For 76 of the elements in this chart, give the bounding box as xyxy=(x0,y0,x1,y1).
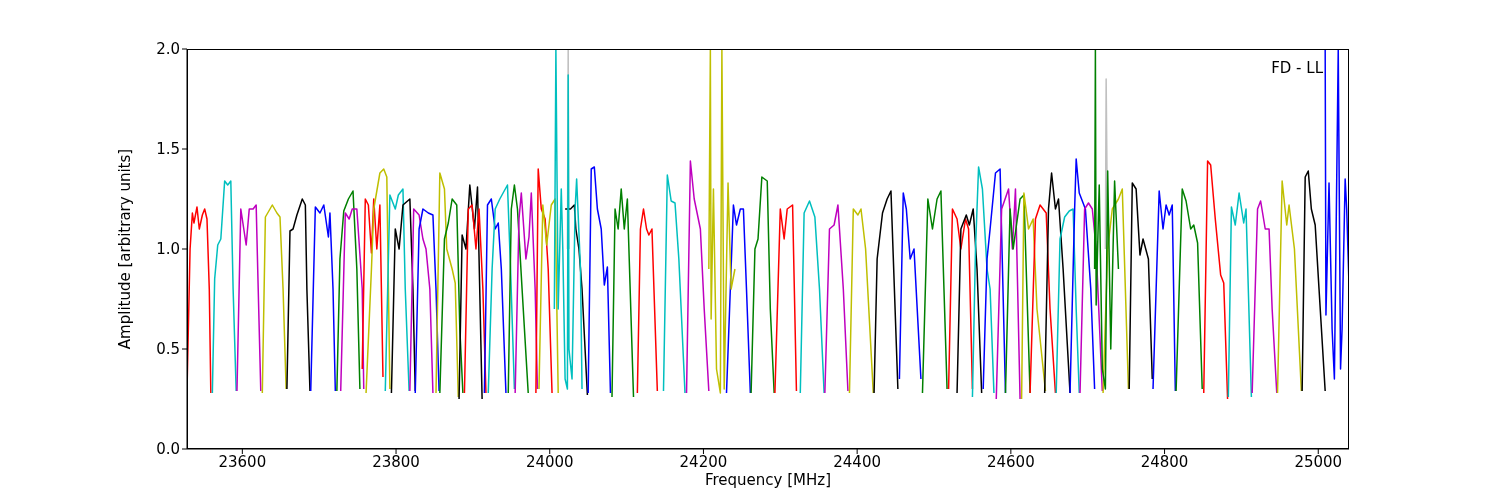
y-tick-label: 0.0 xyxy=(156,440,180,459)
line-series xyxy=(514,192,539,394)
line-series xyxy=(1175,188,1203,392)
line-series xyxy=(1069,158,1096,394)
line-series xyxy=(947,208,974,390)
x-tick-label: 25000 xyxy=(1294,452,1343,471)
line-series xyxy=(1203,160,1229,400)
line-series xyxy=(336,190,361,392)
y-tick-label: 0.5 xyxy=(156,340,180,359)
line-series xyxy=(211,180,237,394)
line-series xyxy=(662,174,686,394)
line-series xyxy=(236,204,262,392)
y-tick-label: 1.0 xyxy=(156,240,180,259)
line-series xyxy=(898,192,922,380)
line-series xyxy=(1301,170,1326,392)
line-series xyxy=(824,204,849,394)
line-series xyxy=(1152,190,1177,392)
annotation: FD - LL xyxy=(1271,59,1323,77)
line-series xyxy=(611,188,635,398)
line-series xyxy=(848,208,875,394)
line-series xyxy=(261,204,287,394)
line-series xyxy=(725,204,752,394)
line-series xyxy=(956,208,983,394)
y-tick-label: 1.5 xyxy=(156,140,180,159)
line-series xyxy=(1093,49,1120,390)
line-series xyxy=(1055,208,1080,394)
line-series xyxy=(1227,192,1253,398)
y-axis-title: Amplitude [arbitrary units] xyxy=(116,148,135,350)
line-series xyxy=(414,208,440,394)
line-series xyxy=(435,172,460,398)
line-series xyxy=(553,49,583,390)
x-tick-label: 24200 xyxy=(679,452,728,471)
line-series xyxy=(535,168,553,394)
line-series xyxy=(487,184,516,394)
line-series xyxy=(1004,194,1031,394)
y-tick-label: 2.0 xyxy=(156,40,180,59)
line-series xyxy=(1251,200,1278,394)
line-series xyxy=(507,184,529,394)
line-series xyxy=(390,198,416,394)
line-series xyxy=(409,208,434,394)
line-series xyxy=(685,160,710,394)
line-series xyxy=(1276,180,1303,394)
line-series xyxy=(1128,182,1154,390)
line-series xyxy=(365,168,391,394)
line-series xyxy=(458,184,483,400)
line-series xyxy=(286,198,311,392)
x-tick-label: 24000 xyxy=(525,452,574,471)
line-series xyxy=(463,204,487,394)
line-series xyxy=(483,198,507,394)
line-series xyxy=(1043,172,1071,394)
line-series xyxy=(774,204,798,394)
x-tick-label: 24800 xyxy=(1140,452,1189,471)
line-series xyxy=(384,188,410,392)
line-series xyxy=(971,166,995,398)
line-series xyxy=(1029,204,1057,394)
line-series xyxy=(339,208,365,392)
line-series xyxy=(538,198,559,394)
line-series xyxy=(587,166,612,394)
x-tick-label: 24600 xyxy=(986,452,1035,471)
line-series xyxy=(1020,192,1047,400)
line-series xyxy=(750,176,775,394)
x-axis-title: Frequency [MHz] xyxy=(703,471,833,489)
line-series xyxy=(1324,49,1349,380)
line-series xyxy=(995,188,1021,400)
line-series xyxy=(708,49,736,394)
line-series xyxy=(799,200,825,394)
line-series xyxy=(361,198,384,378)
line-series xyxy=(873,190,899,394)
x-tick-label: 24400 xyxy=(833,452,882,471)
x-tick-label: 23800 xyxy=(372,452,420,471)
line-series xyxy=(187,206,212,394)
x-tick-label: 23600 xyxy=(218,452,267,471)
line-series xyxy=(921,190,948,394)
line-series xyxy=(636,208,659,394)
line-series xyxy=(439,198,464,394)
line-series xyxy=(309,204,337,392)
